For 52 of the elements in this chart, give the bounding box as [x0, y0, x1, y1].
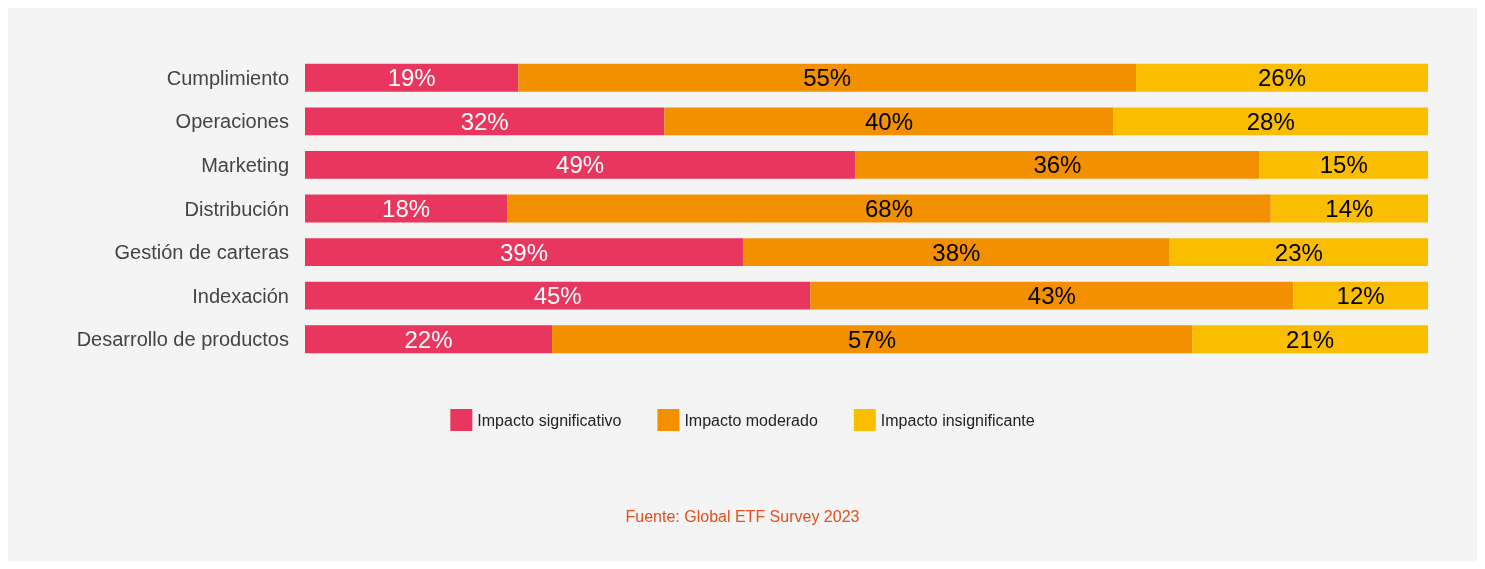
bar — [305, 150, 856, 179]
data-label: 45% — [533, 282, 582, 310]
y-tick-label: Cumplimiento — [166, 66, 289, 89]
data-label: 15% — [1319, 151, 1368, 179]
legend-label: Impacto significativo — [477, 411, 622, 429]
data-label: 21% — [1286, 325, 1335, 353]
data-label: 23% — [1274, 238, 1323, 266]
bar — [1113, 107, 1428, 136]
data-label: 68% — [864, 195, 913, 222]
bar — [1169, 238, 1428, 267]
source-note: Fuente: Global ETF Survey 2023 — [625, 507, 860, 525]
bar — [552, 325, 1193, 354]
bar — [305, 281, 811, 310]
data-label: 57% — [848, 325, 897, 353]
bar — [305, 238, 743, 267]
legend-label: Impacto insignificante — [880, 411, 1035, 429]
data-label: 36% — [1033, 151, 1082, 179]
y-tick-label: Gestión de carteras — [114, 241, 289, 264]
bar — [305, 194, 508, 223]
data-label: 14% — [1325, 195, 1374, 222]
bar — [305, 107, 665, 136]
data-label: 32% — [460, 107, 509, 135]
bar — [1136, 63, 1428, 92]
data-label: 19% — [387, 64, 436, 92]
data-label: 28% — [1246, 107, 1295, 135]
data-label: 39% — [499, 238, 549, 266]
data-label: 26% — [1257, 64, 1307, 92]
bar — [305, 63, 519, 92]
data-label: 55% — [803, 64, 852, 92]
bar — [855, 150, 1260, 179]
bar — [1192, 325, 1428, 354]
data-label: 22% — [404, 325, 453, 353]
bar — [518, 63, 1137, 92]
data-label: 43% — [1027, 282, 1076, 310]
bar — [742, 238, 1170, 267]
data-label: 12% — [1336, 282, 1385, 310]
bar — [664, 107, 1114, 136]
bar — [810, 281, 1294, 310]
data-label: 49% — [556, 151, 605, 179]
bar — [1293, 281, 1428, 310]
y-tick-label: Indexación — [192, 284, 289, 307]
bar — [507, 194, 1271, 223]
y-tick-label: Operaciones — [175, 110, 289, 133]
legend-label: Impacto moderado — [684, 411, 818, 429]
y-tick-label: Desarrollo de productos — [76, 328, 289, 351]
data-label: 38% — [932, 238, 981, 266]
bar — [305, 325, 553, 354]
data-label: 40% — [864, 107, 913, 135]
y-tick-label: Marketing — [201, 153, 289, 176]
y-tick-label: Distribución — [184, 197, 289, 220]
data-label: 18% — [382, 195, 431, 222]
bar — [1259, 150, 1428, 179]
